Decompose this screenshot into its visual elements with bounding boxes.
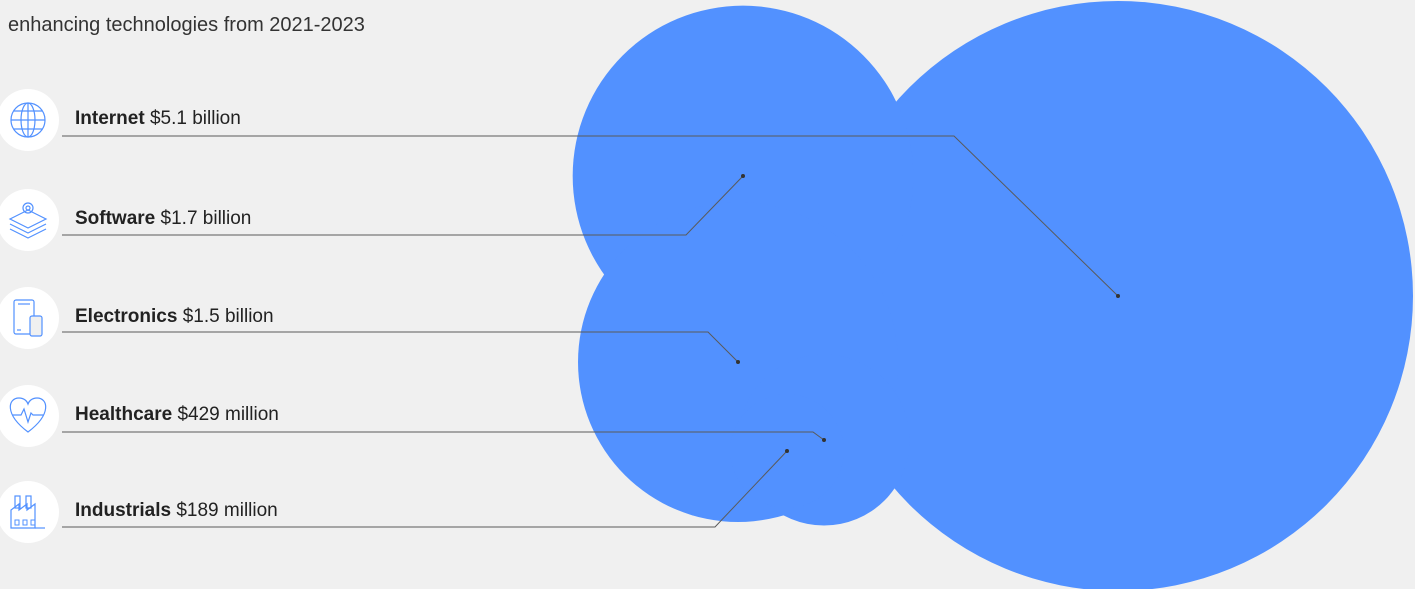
factory-icon bbox=[10, 495, 45, 529]
legend-category: Software bbox=[75, 208, 155, 229]
legend-category: Electronics bbox=[75, 306, 177, 327]
leader-line-software bbox=[62, 175, 744, 236]
legend-value: $1.5 billion bbox=[177, 306, 273, 327]
bubble-center-dot-industrials bbox=[785, 449, 789, 453]
leader-line-healthcare bbox=[62, 431, 825, 441]
globe-icon bbox=[10, 102, 46, 138]
legend-label-internet: Internet $5.1 billion bbox=[75, 108, 241, 129]
icon-badge-software bbox=[0, 189, 59, 251]
bubbles-group bbox=[572, 1, 1413, 589]
leader-line-internet bbox=[62, 135, 1119, 297]
legend-label-industrials: Industrials $189 million bbox=[75, 500, 278, 521]
legend-value: $5.1 billion bbox=[145, 108, 241, 129]
heart-pulse-icon bbox=[9, 397, 47, 433]
legend-category: Industrials bbox=[75, 500, 171, 521]
legend-value: $429 million bbox=[172, 404, 279, 425]
bubble-center-dot-healthcare bbox=[822, 438, 826, 442]
chart-intro-text: enhancing technologies from 2021-2023 bbox=[8, 14, 365, 36]
leader-line-industrials bbox=[62, 450, 788, 528]
legend-value: $1.7 billion bbox=[155, 208, 251, 229]
leader-lines-group bbox=[62, 135, 1120, 528]
bubble-center-dot-internet bbox=[1116, 294, 1120, 298]
leader-line-electronics bbox=[62, 331, 739, 363]
bubble-center-dot-electronics bbox=[736, 360, 740, 364]
legend-category: Healthcare bbox=[75, 404, 172, 425]
legend-label-software: Software $1.7 billion bbox=[75, 208, 251, 229]
layers-gear-icon bbox=[8, 202, 48, 239]
legend-group: Internet $5.1 billion Software $1.7 billi… bbox=[0, 89, 279, 543]
icon-badge-industrials bbox=[0, 481, 59, 543]
bubble-center-dot-software bbox=[741, 174, 745, 178]
devices-icon bbox=[13, 299, 43, 337]
legend-label-electronics: Electronics $1.5 billion bbox=[75, 306, 274, 327]
legend-category: Internet bbox=[75, 108, 145, 129]
legend-label-healthcare: Healthcare $429 million bbox=[75, 404, 279, 425]
legend-value: $189 million bbox=[171, 500, 278, 521]
